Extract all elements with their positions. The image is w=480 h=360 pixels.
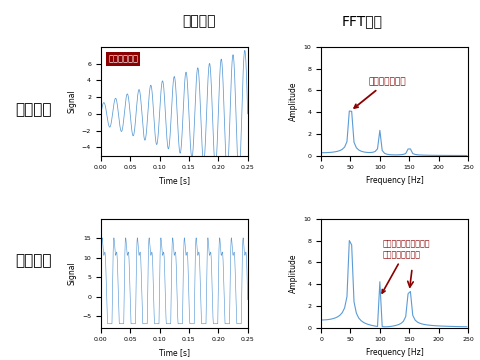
Y-axis label: Amplitude: Amplitude (289, 253, 298, 293)
X-axis label: Time [s]: Time [s] (159, 348, 190, 357)
Text: 二倍振動や三倍振動が
大きくなっている: 二倍振動や三倍振動が 大きくなっている (382, 239, 430, 293)
Y-axis label: Amplitude: Amplitude (289, 81, 298, 121)
Text: 測定波形: 測定波形 (182, 15, 216, 28)
Text: 締固め前: 締固め前 (15, 102, 52, 117)
Y-axis label: Signal: Signal (67, 89, 76, 113)
X-axis label: Frequency [Hz]: Frequency [Hz] (366, 176, 423, 185)
Text: FFT解析: FFT解析 (342, 15, 383, 28)
Text: 正弦波に近い: 正弦波に近い (108, 54, 138, 63)
X-axis label: Time [s]: Time [s] (159, 176, 190, 185)
Text: 締固め後: 締固め後 (15, 253, 52, 269)
X-axis label: Frequency [Hz]: Frequency [Hz] (366, 348, 423, 357)
Text: 基本振動が卓越: 基本振動が卓越 (354, 77, 406, 108)
Y-axis label: Signal: Signal (67, 261, 76, 285)
